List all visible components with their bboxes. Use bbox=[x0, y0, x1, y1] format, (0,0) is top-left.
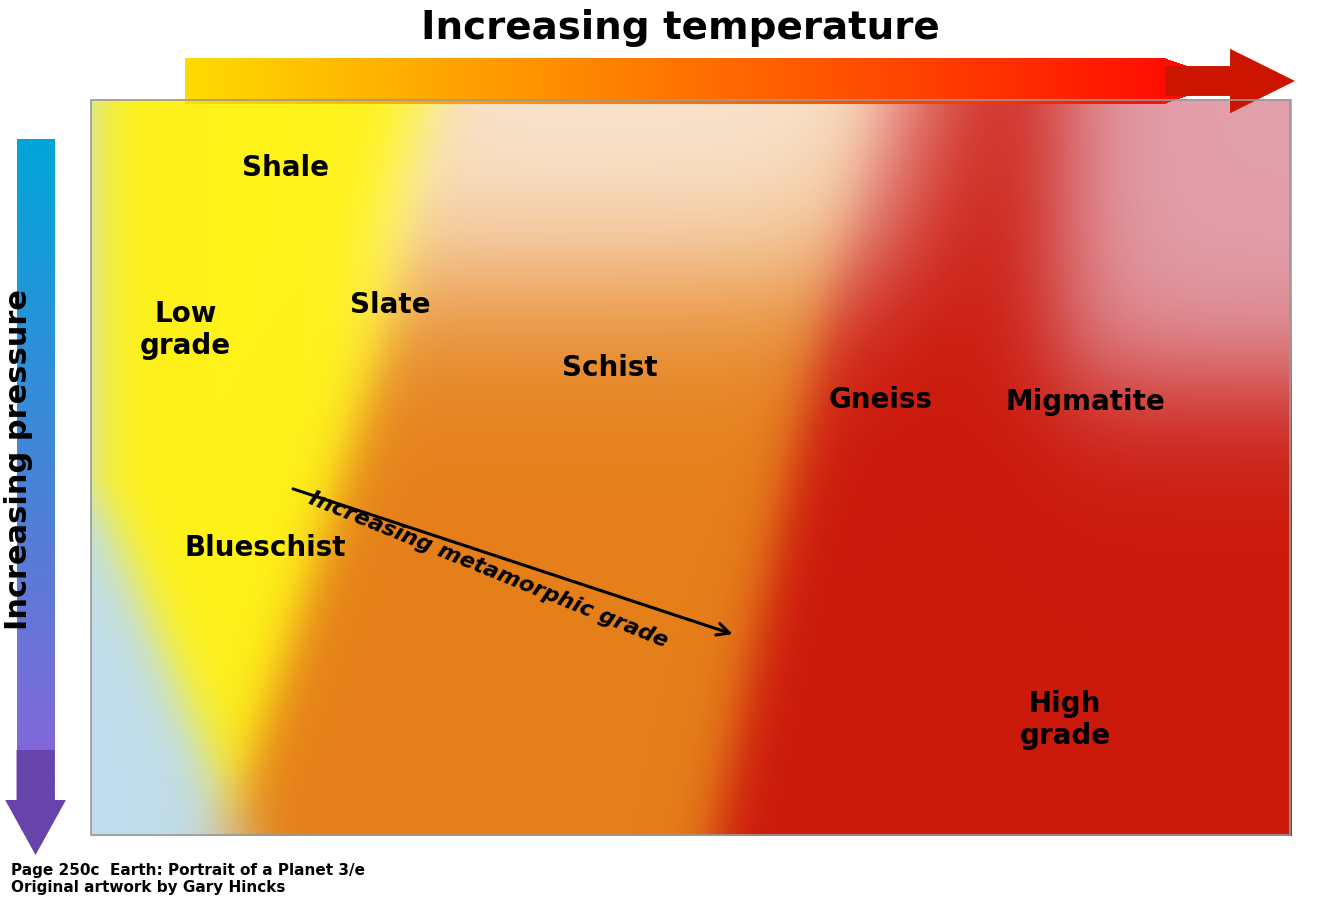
FancyArrow shape bbox=[5, 750, 65, 855]
Text: Shale: Shale bbox=[242, 154, 329, 182]
Text: Page 250c  Earth: Portrait of a Planet 3/e
Original artwork by Gary Hincks: Page 250c Earth: Portrait of a Planet 3/… bbox=[11, 862, 365, 895]
Bar bbox=[91, 100, 1289, 835]
Text: Slate: Slate bbox=[350, 291, 430, 319]
FancyArrow shape bbox=[1166, 49, 1295, 113]
Text: High
grade: High grade bbox=[1019, 690, 1111, 750]
Text: Gneiss: Gneiss bbox=[829, 386, 932, 414]
Text: Schist: Schist bbox=[562, 354, 658, 382]
Text: Increasing pressure: Increasing pressure bbox=[4, 290, 33, 631]
Text: Increasing metamorphic grade: Increasing metamorphic grade bbox=[306, 489, 671, 652]
Text: Low
grade: Low grade bbox=[140, 300, 230, 360]
Text: Blueschist: Blueschist bbox=[185, 534, 346, 562]
Text: Migmatite: Migmatite bbox=[1006, 388, 1166, 416]
Text: Increasing temperature: Increasing temperature bbox=[421, 9, 939, 47]
